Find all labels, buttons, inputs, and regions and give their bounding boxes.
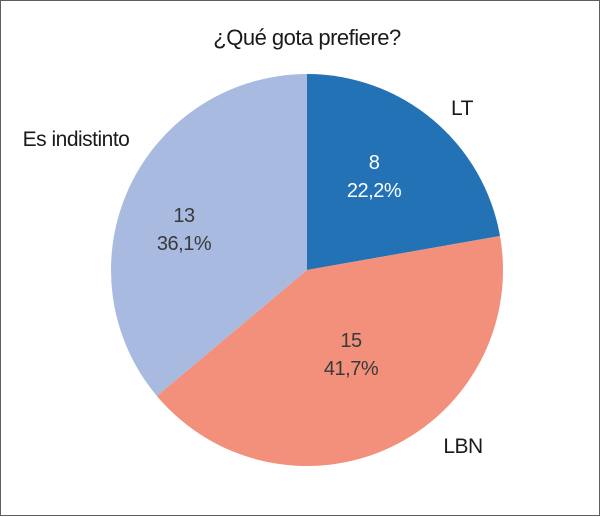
slice-percent-lt: 22,2% xyxy=(346,180,402,202)
pie-slice-lbn xyxy=(156,235,503,466)
slice-value-lt: 8 22,2% xyxy=(346,149,402,205)
slice-value-lbn: 15 41,7% xyxy=(323,327,379,383)
slice-label-lbn: LBN xyxy=(443,435,483,458)
slice-count-lbn: 15 xyxy=(340,330,362,352)
slice-count-es-indistinto: 13 xyxy=(173,205,195,227)
slice-label-lt: LT xyxy=(451,97,473,120)
pie-slice-es-indistinto xyxy=(111,73,308,396)
chart-title: ¿Qué gota prefiere? xyxy=(213,25,401,50)
slice-percent-lbn: 41,7% xyxy=(323,358,379,380)
slice-count-lt: 8 xyxy=(368,152,380,174)
slice-value-es-indistinto: 13 36,1% xyxy=(156,202,212,258)
pie-slice-lt xyxy=(307,74,501,270)
slice-percent-es-indistinto: 36,1% xyxy=(156,233,212,255)
slice-label-es-indistinto: Es indistinto xyxy=(22,128,130,151)
